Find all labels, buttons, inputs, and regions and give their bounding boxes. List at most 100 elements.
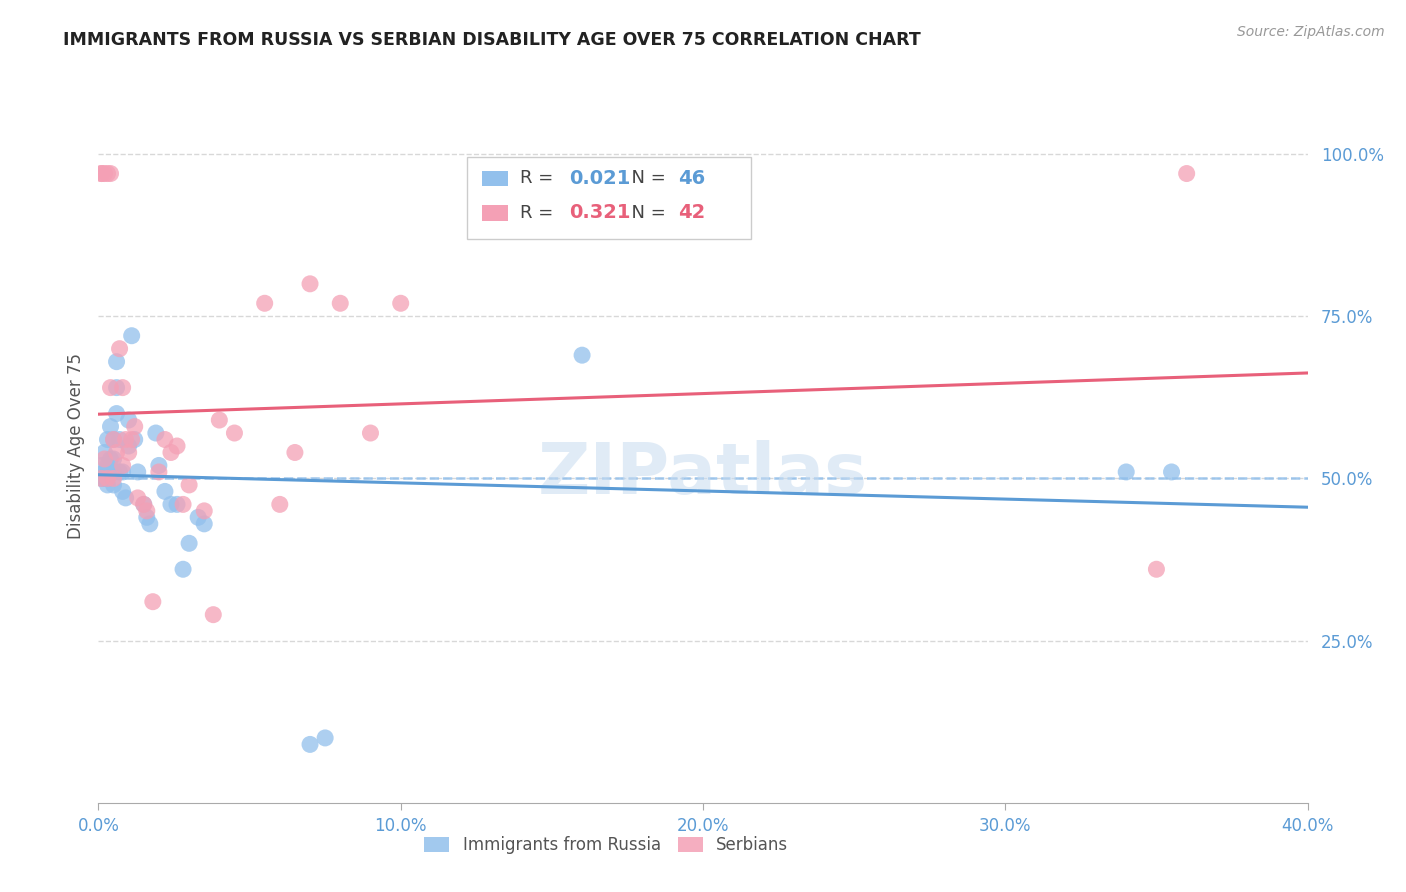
Point xyxy=(105,354,128,368)
Point xyxy=(100,465,122,479)
Point xyxy=(93,167,115,181)
Point xyxy=(193,504,215,518)
Point xyxy=(132,497,155,511)
Point xyxy=(103,433,125,447)
Text: Source: ZipAtlas.com: Source: ZipAtlas.com xyxy=(1237,25,1385,39)
Point xyxy=(127,491,149,505)
Point xyxy=(103,452,125,467)
Point xyxy=(187,510,209,524)
Point xyxy=(93,471,115,485)
Point xyxy=(100,419,122,434)
Point xyxy=(111,484,134,499)
Point xyxy=(90,471,112,485)
Text: 46: 46 xyxy=(678,169,704,188)
Text: IMMIGRANTS FROM RUSSIA VS SERBIAN DISABILITY AGE OVER 75 CORRELATION CHART: IMMIGRANTS FROM RUSSIA VS SERBIAN DISABI… xyxy=(63,31,921,49)
Point xyxy=(93,452,115,467)
Text: 0.321: 0.321 xyxy=(569,203,630,222)
Point xyxy=(571,348,593,362)
Point xyxy=(166,439,188,453)
Point xyxy=(121,328,143,343)
Point xyxy=(1175,167,1198,181)
Point xyxy=(108,465,131,479)
FancyBboxPatch shape xyxy=(482,205,509,220)
Point xyxy=(135,510,157,524)
Y-axis label: Disability Age Over 75: Disability Age Over 75 xyxy=(66,353,84,539)
Point xyxy=(142,595,165,609)
Point xyxy=(202,607,225,622)
Point xyxy=(160,497,183,511)
Point xyxy=(132,497,155,511)
Point xyxy=(269,497,291,511)
Point xyxy=(172,562,194,576)
Point xyxy=(103,433,125,447)
Point xyxy=(124,419,146,434)
Point xyxy=(1144,562,1167,576)
Point xyxy=(103,465,125,479)
Point xyxy=(179,536,201,550)
Point xyxy=(148,458,170,473)
Point xyxy=(299,277,322,291)
Text: 0.021: 0.021 xyxy=(569,169,630,188)
Point xyxy=(124,433,146,447)
Point xyxy=(105,381,128,395)
Point xyxy=(1115,465,1137,479)
Point xyxy=(90,458,112,473)
Point xyxy=(96,433,118,447)
Point xyxy=(360,425,382,440)
Point xyxy=(100,167,122,181)
Legend: Immigrants from Russia, Serbians: Immigrants from Russia, Serbians xyxy=(416,828,796,863)
Point xyxy=(148,465,170,479)
Point xyxy=(111,381,134,395)
Point xyxy=(172,497,194,511)
Point xyxy=(118,439,141,453)
Point xyxy=(193,516,215,531)
Text: R =: R = xyxy=(520,203,560,221)
Point xyxy=(121,433,143,447)
Point xyxy=(160,445,183,459)
Point xyxy=(139,516,162,531)
Point xyxy=(153,484,176,499)
Point xyxy=(299,738,322,752)
Point xyxy=(389,296,412,310)
Point xyxy=(103,471,125,485)
Point xyxy=(329,296,352,310)
Point xyxy=(96,167,118,181)
Point xyxy=(153,433,176,447)
Point xyxy=(284,445,307,459)
Point xyxy=(145,425,167,440)
Point xyxy=(90,167,112,181)
FancyBboxPatch shape xyxy=(482,170,509,186)
Point xyxy=(96,471,118,485)
Point xyxy=(111,458,134,473)
Point xyxy=(93,465,115,479)
Point xyxy=(114,433,136,447)
Text: R =: R = xyxy=(520,169,560,187)
Point xyxy=(111,465,134,479)
Point xyxy=(90,167,112,181)
Text: N =: N = xyxy=(620,203,671,221)
Point xyxy=(96,478,118,492)
Point xyxy=(105,407,128,421)
Text: 42: 42 xyxy=(678,203,704,222)
Point xyxy=(114,491,136,505)
Point xyxy=(100,452,122,467)
Point xyxy=(118,413,141,427)
Point xyxy=(208,413,231,427)
Point xyxy=(314,731,336,745)
Point xyxy=(1160,465,1182,479)
Point xyxy=(118,445,141,459)
Text: N =: N = xyxy=(620,169,671,187)
Point xyxy=(253,296,276,310)
Point xyxy=(108,433,131,447)
Point xyxy=(90,471,112,485)
Point xyxy=(105,445,128,459)
Text: ZIPatlas: ZIPatlas xyxy=(538,440,868,509)
Point xyxy=(108,342,131,356)
Point xyxy=(103,478,125,492)
Point xyxy=(224,425,246,440)
Point xyxy=(127,465,149,479)
FancyBboxPatch shape xyxy=(467,157,751,239)
Point xyxy=(179,478,201,492)
Point xyxy=(96,471,118,485)
Point xyxy=(166,497,188,511)
